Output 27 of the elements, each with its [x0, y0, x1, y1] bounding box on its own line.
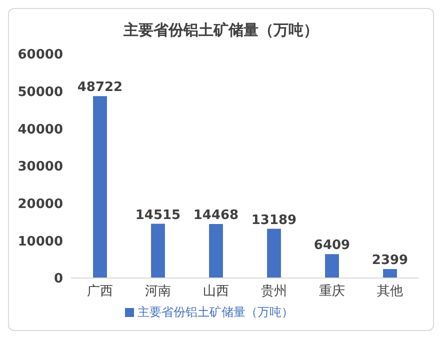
data-label: 13189 [251, 212, 297, 228]
y-tick-label: 0 [54, 272, 63, 287]
x-tick-label: 河南 [145, 284, 171, 300]
data-label: 6409 [314, 238, 350, 254]
data-label: 14468 [193, 208, 239, 223]
bar [209, 224, 223, 278]
y-tick-label: 30000 [18, 160, 63, 175]
data-label: 2399 [372, 253, 408, 268]
bar [383, 269, 397, 278]
x-tick-label: 广西 [87, 284, 113, 300]
y-tick-label: 10000 [18, 234, 63, 250]
x-tick-label: 其他 [377, 284, 403, 300]
y-tick-label: 20000 [18, 196, 63, 212]
bar [93, 96, 107, 278]
bar [267, 228, 281, 278]
y-tick-label: 40000 [18, 122, 63, 138]
x-tick-label: 山西 [203, 284, 229, 300]
bar [151, 224, 165, 278]
x-tick-label: 重庆 [319, 284, 345, 300]
bar [325, 254, 339, 278]
chart-title: 主要省份铝土矿储量（万吨） [122, 21, 320, 40]
data-label: 48722 [77, 80, 123, 96]
legend-label: 主要省份铝土矿储量（万吨） [138, 305, 294, 319]
data-label: 14515 [135, 208, 181, 223]
x-tick-label: 贵州 [261, 284, 287, 300]
y-tick-label: 60000 [18, 48, 63, 63]
y-tick-label: 50000 [18, 84, 63, 100]
